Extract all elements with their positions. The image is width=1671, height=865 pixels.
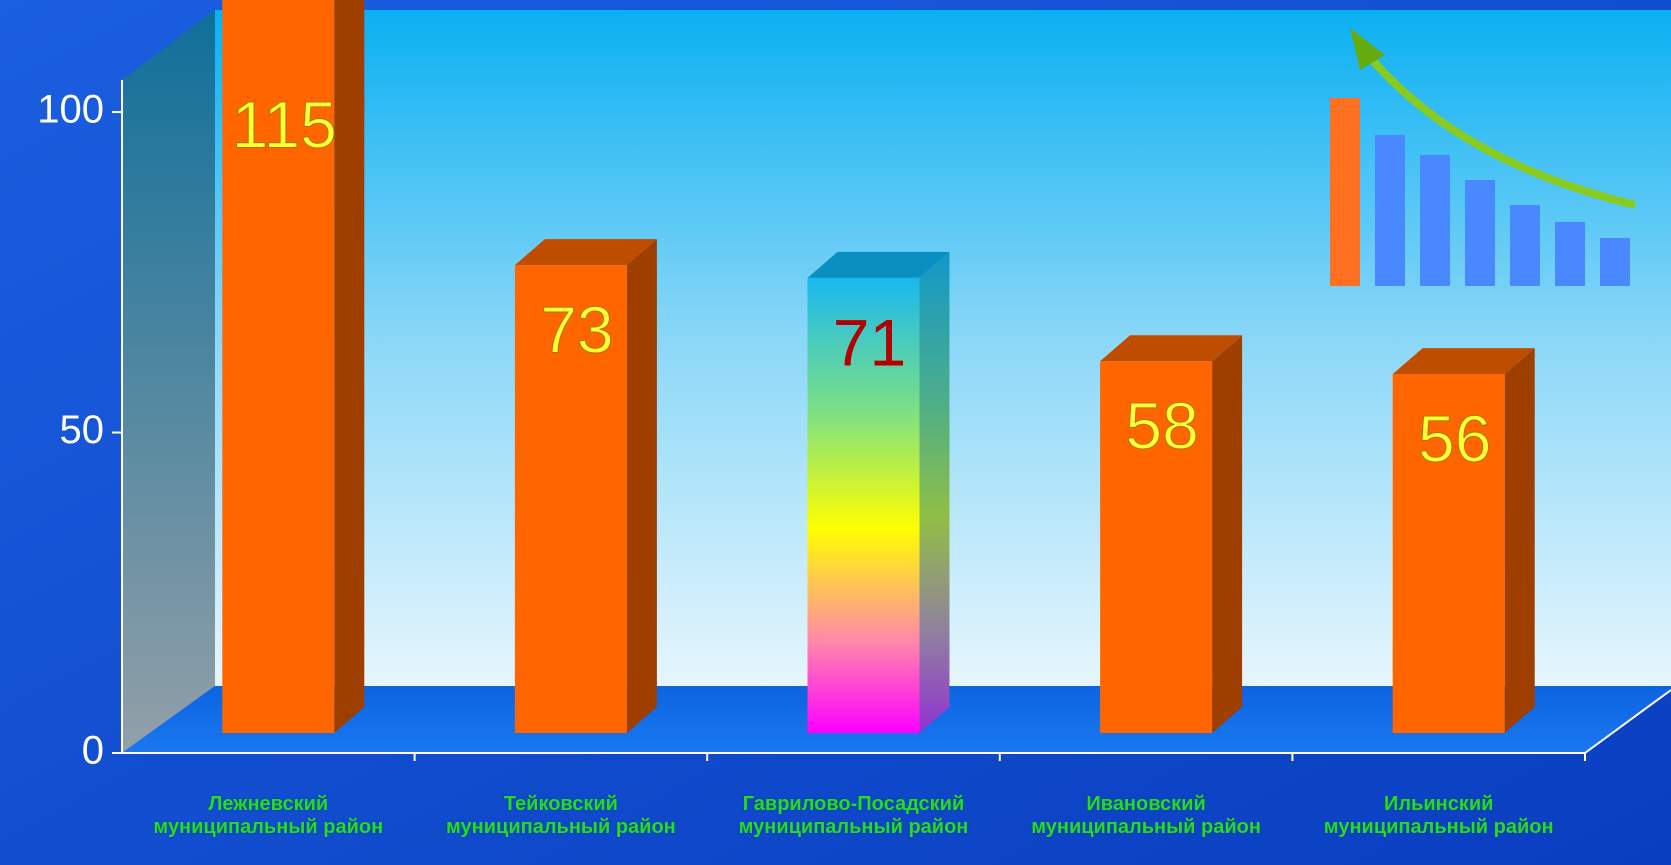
- bar: [514, 239, 657, 733]
- bar-side-tint: [919, 251, 950, 733]
- x-tick-label: Тейковский муниципальный район: [446, 793, 676, 838]
- value-label: 56: [1418, 402, 1491, 476]
- bar-top: [1100, 335, 1243, 362]
- bar: [1392, 348, 1535, 733]
- x-tick-label: Гаврилово-Посадский муниципальный район: [738, 793, 969, 838]
- y-tick-label: 100: [37, 88, 104, 132]
- bar: [1100, 335, 1243, 733]
- bar: [222, 0, 365, 733]
- bar-front: [1100, 361, 1213, 733]
- value-label: 115: [232, 87, 337, 161]
- floor-edge: [1584, 689, 1671, 754]
- bar-front: [222, 0, 335, 733]
- value-label: 71: [833, 305, 906, 379]
- bar-top: [514, 239, 657, 266]
- decor-icon: [1330, 28, 1636, 286]
- y-tick-label: 0: [82, 729, 104, 773]
- bar-side: [334, 0, 365, 733]
- bar: [807, 251, 950, 733]
- x-tick-label: Лежневский муниципальный район: [153, 793, 384, 838]
- x-tick-label: Ильинский муниципальный район: [1323, 793, 1554, 838]
- bar-side: [626, 239, 657, 733]
- bar-front: [514, 265, 627, 733]
- x-tick-label: Ивановский муниципальный район: [1031, 793, 1261, 838]
- bar-top: [807, 251, 950, 278]
- value-label: 73: [540, 293, 613, 367]
- side-wall: [122, 10, 215, 753]
- value-label: 58: [1125, 389, 1198, 463]
- y-tick-label: 50: [60, 408, 105, 452]
- bar-front: [1392, 374, 1505, 733]
- bar-top: [1392, 348, 1535, 375]
- bar-side: [1504, 348, 1535, 733]
- bar-side: [1212, 335, 1243, 733]
- bar-front: [807, 277, 920, 733]
